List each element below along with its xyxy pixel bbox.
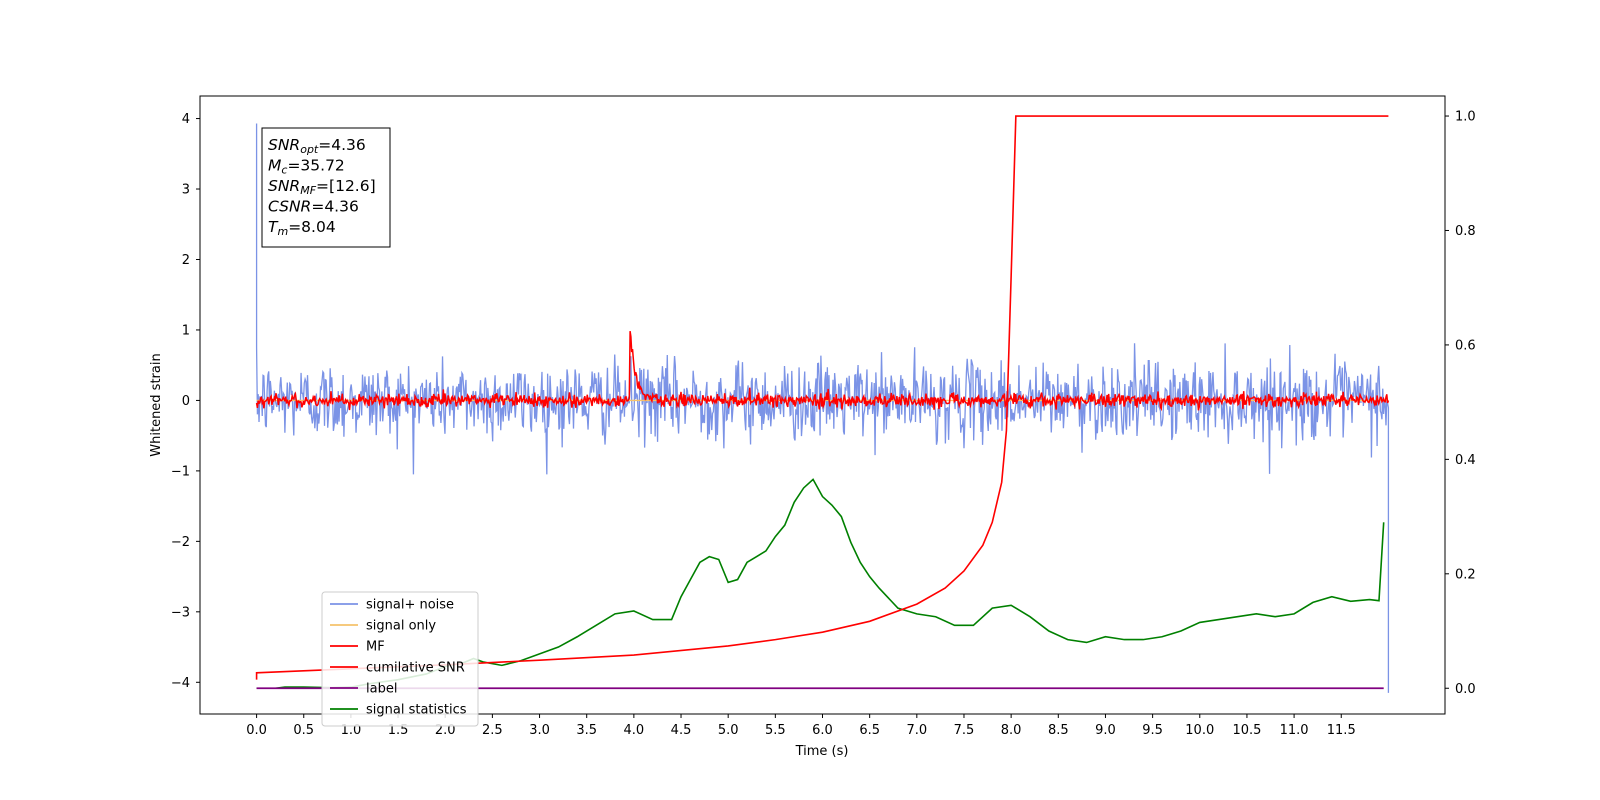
x-tick-label: 3.5 (576, 723, 597, 738)
annotation-frame (261, 127, 391, 248)
y-left-tick-label: 1 (182, 323, 190, 338)
y-right-tick-label: 0.0 (1455, 682, 1476, 697)
annotation-subscript: opt (300, 143, 319, 156)
annotation-subscript: MF (300, 184, 316, 197)
x-tick-label: 6.0 (812, 723, 833, 738)
x-tick-label: 4.5 (671, 723, 692, 738)
x-tick-label: 3.0 (529, 723, 550, 738)
legend-label: MF (366, 640, 385, 655)
annotation-line: Tm=8.04 (268, 218, 336, 238)
legend: signal+ noise signal only MF cumilative SNR… (321, 591, 479, 727)
annotation-value: =4.36 (318, 136, 366, 154)
y-left-tick-label: 0 (182, 394, 190, 409)
x-tick-label: 2.0 (435, 723, 456, 738)
annotation-symbol: T (268, 218, 279, 236)
annotation-value: =35.72 (287, 157, 344, 175)
annotation-symbol: SNR (268, 177, 300, 195)
x-tick-label: 10.5 (1232, 723, 1261, 738)
annotation-line: SNRopt=4.36 (268, 136, 366, 156)
annotation-subscript: m (277, 225, 288, 238)
annotation-symbol: CSNR (268, 198, 311, 216)
y-left-tick-label: −4 (171, 676, 190, 691)
x-tick-label: 7.5 (954, 723, 975, 738)
x-axis: 0.0 0.5 1.0 1.5 2.0 2.5 3.0 3.5 4.0 4.5 5.0 5.5 6.0 6… (246, 714, 1356, 738)
y-left-tick-label: −1 (171, 464, 190, 479)
x-tick-label: 0.5 (293, 723, 314, 738)
x-tick-label: 6.5 (859, 723, 880, 738)
y-left-axis: −4 −3 −2 −1 0 1 2 3 4 (171, 112, 200, 691)
y-left-tick-label: 4 (182, 112, 190, 127)
annotation-line: Mc=35.72 (268, 157, 345, 177)
legend-label: signal+ noise (366, 598, 454, 613)
x-tick-label: 1.5 (388, 723, 409, 738)
x-tick-label: 10.0 (1185, 723, 1214, 738)
y-left-tick-label: 3 (182, 183, 190, 198)
y-left-tick-label: −3 (171, 605, 190, 620)
annotation-value: =4.36 (311, 198, 359, 216)
x-tick-label: 4.0 (624, 723, 645, 738)
legend-label: signal only (366, 619, 436, 634)
y-right-tick-label: 0.8 (1455, 224, 1476, 239)
series-layer (255, 115, 1390, 693)
y-left-axis-label: Whitened strain (149, 353, 164, 456)
legend-label: label (366, 682, 397, 697)
annotation-value: =8.04 (288, 218, 336, 236)
y-right-axis: 0.0 0.2 0.4 0.6 0.8 1.0 (1445, 110, 1476, 697)
annotation-value: =[12.6] (316, 177, 376, 195)
x-tick-label: 7.0 (906, 723, 927, 738)
x-axis-label: Time (s) (795, 744, 849, 759)
x-tick-label: 11.5 (1327, 723, 1356, 738)
y-left-tick-label: −2 (171, 535, 190, 550)
series-signal-statistics-line (256, 478, 1385, 690)
y-right-tick-label: 0.4 (1455, 453, 1476, 468)
x-tick-label: 0.0 (246, 723, 267, 738)
legend-frame (321, 591, 479, 727)
x-tick-label: 9.0 (1095, 723, 1116, 738)
annotation-symbol: SNR (268, 136, 300, 154)
x-tick-label: 1.0 (341, 723, 362, 738)
x-tick-label: 8.5 (1048, 723, 1069, 738)
y-right-tick-label: 0.6 (1455, 338, 1476, 353)
x-tick-label: 5.0 (718, 723, 739, 738)
legend-label: signal statistics (366, 703, 467, 718)
y-right-tick-label: 0.2 (1455, 567, 1476, 582)
x-tick-label: 9.5 (1142, 723, 1163, 738)
x-tick-label: 2.5 (482, 723, 503, 738)
legend-label: cumilative SNR (366, 661, 465, 676)
x-tick-label: 8.0 (1001, 723, 1022, 738)
annotation-line: SNRMF=[12.6] (268, 177, 376, 197)
y-left-tick-label: 2 (182, 253, 190, 268)
annotation-subscript: c (281, 164, 287, 177)
annotation-box: SNRopt=4.36Mc=35.72SNRMF=[12.6]CSNR=4.36… (261, 127, 391, 248)
annotation-line: CSNR=4.36 (268, 198, 359, 216)
x-tick-label: 5.5 (765, 723, 786, 738)
series-mf-line (255, 331, 1390, 412)
y-right-tick-label: 1.0 (1455, 110, 1476, 125)
x-tick-label: 11.0 (1280, 723, 1309, 738)
annotation-symbol: M (268, 157, 281, 175)
